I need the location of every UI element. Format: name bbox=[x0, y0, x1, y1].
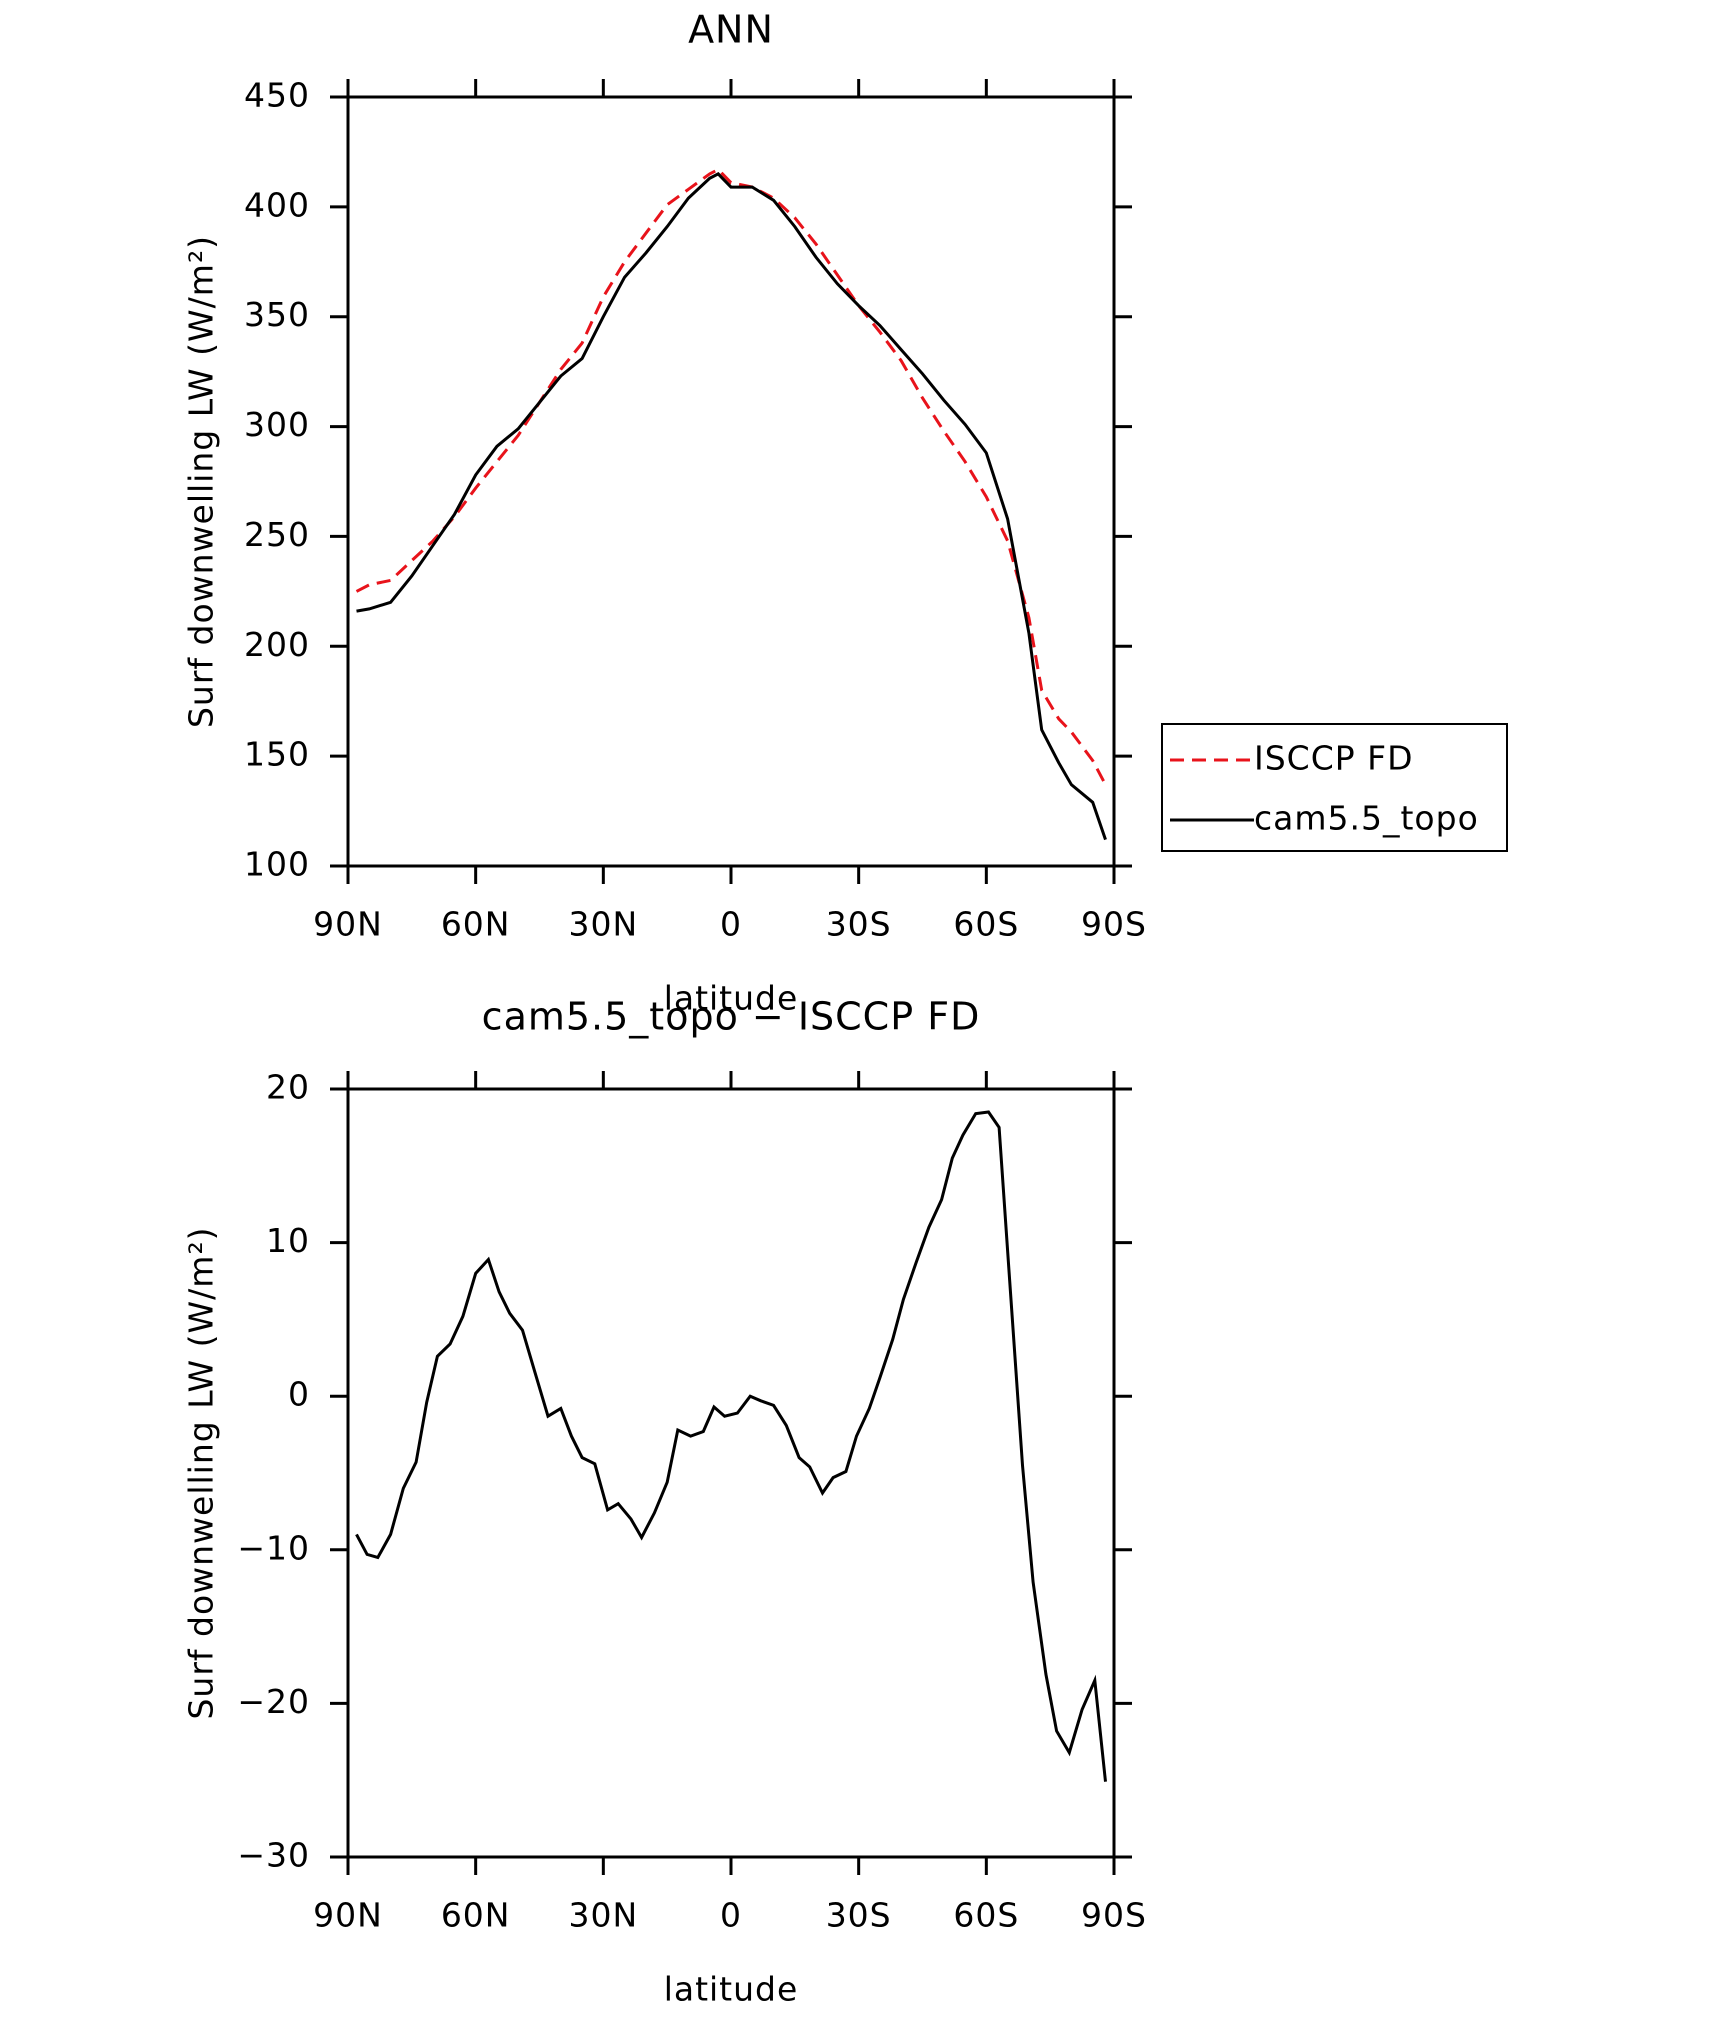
chart-title: ANN bbox=[688, 8, 774, 52]
y-tick-label: 100 bbox=[244, 845, 310, 884]
legend-label: cam5.5_topo bbox=[1254, 799, 1479, 838]
y-axis-label: Surf downwelling LW (W/m²) bbox=[182, 1226, 221, 1719]
plot-frame bbox=[346, 1087, 1116, 1859]
x-tick-label: 90S bbox=[1081, 1896, 1147, 1935]
x-tick-label: 30N bbox=[568, 905, 638, 944]
x-tick-label: 60N bbox=[441, 905, 511, 944]
y-tick-label: −20 bbox=[237, 1682, 310, 1721]
line-series bbox=[356, 172, 1107, 841]
y-tick-label: 400 bbox=[244, 185, 310, 224]
x-tick-label: 60N bbox=[441, 1896, 511, 1935]
x-tick-label: 30S bbox=[826, 905, 892, 944]
y-tick-label: −30 bbox=[237, 1836, 310, 1875]
chart-title: cam5.5_topo − ISCCP FD bbox=[482, 995, 981, 1039]
x-tick-label: 0 bbox=[720, 1896, 742, 1935]
y-tick-label: 20 bbox=[266, 1068, 310, 1107]
x-tick-label: 60S bbox=[953, 905, 1019, 944]
x-tick-label: 30N bbox=[568, 1896, 638, 1935]
y-tick-label: −10 bbox=[237, 1528, 310, 1567]
plot-frame bbox=[346, 95, 1116, 868]
y-tick-label: 450 bbox=[244, 76, 310, 115]
y-tick-label: 200 bbox=[244, 625, 310, 664]
x-tick-label: 30S bbox=[826, 1896, 892, 1935]
x-axis-label: latitude bbox=[664, 979, 799, 1018]
x-tick-label: 90S bbox=[1081, 905, 1147, 944]
y-tick-label: 150 bbox=[244, 735, 310, 774]
x-tick-label: 90N bbox=[313, 1896, 383, 1935]
y-tick-label: 0 bbox=[288, 1375, 310, 1414]
y-axis-label: Surf downwelling LW (W/m²) bbox=[182, 235, 221, 728]
y-tick-label: 350 bbox=[244, 295, 310, 334]
x-tick-label: 0 bbox=[720, 905, 742, 944]
legend-box bbox=[1161, 723, 1508, 852]
x-tick-label: 90N bbox=[313, 905, 383, 944]
x-axis-label: latitude bbox=[664, 1970, 799, 2009]
x-tick-label: 60S bbox=[953, 1896, 1019, 1935]
y-tick-label: 250 bbox=[244, 515, 310, 554]
y-tick-label: 10 bbox=[266, 1221, 310, 1260]
legend-label: ISCCP FD bbox=[1254, 739, 1414, 778]
line-series bbox=[355, 167, 1107, 786]
line-series bbox=[355, 1110, 1107, 1782]
y-tick-label: 300 bbox=[244, 405, 310, 444]
